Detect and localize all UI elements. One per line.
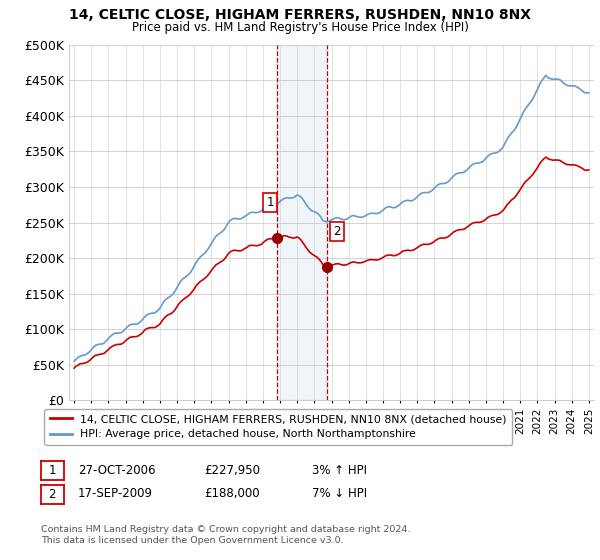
Bar	[277, 45, 326, 400]
Text: 17-SEP-2009: 17-SEP-2009	[78, 487, 153, 501]
Text: 2: 2	[333, 225, 341, 237]
Text: 3% ↑ HPI: 3% ↑ HPI	[312, 464, 367, 477]
Text: 7% ↓ HPI: 7% ↓ HPI	[312, 487, 367, 501]
Text: Price paid vs. HM Land Registry's House Price Index (HPI): Price paid vs. HM Land Registry's House …	[131, 21, 469, 34]
Text: 27-OCT-2006: 27-OCT-2006	[78, 464, 155, 477]
Text: Contains HM Land Registry data © Crown copyright and database right 2024.
This d: Contains HM Land Registry data © Crown c…	[41, 525, 410, 545]
Text: £188,000: £188,000	[204, 487, 260, 501]
Text: 1: 1	[49, 464, 56, 478]
Text: 1: 1	[266, 196, 274, 209]
Text: £227,950: £227,950	[204, 464, 260, 477]
Text: 14, CELTIC CLOSE, HIGHAM FERRERS, RUSHDEN, NN10 8NX: 14, CELTIC CLOSE, HIGHAM FERRERS, RUSHDE…	[69, 8, 531, 22]
Legend: 14, CELTIC CLOSE, HIGHAM FERRERS, RUSHDEN, NN10 8NX (detached house), HPI: Avera: 14, CELTIC CLOSE, HIGHAM FERRERS, RUSHDE…	[44, 409, 512, 445]
Text: 2: 2	[49, 488, 56, 501]
